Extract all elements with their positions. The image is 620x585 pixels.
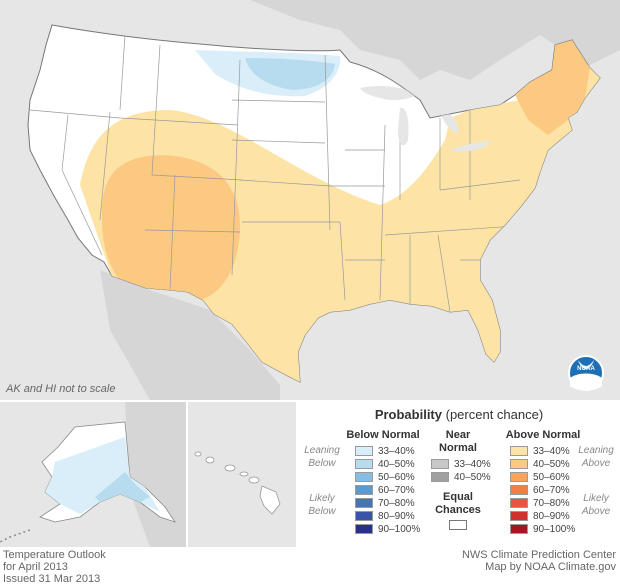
below-normal-swatch: [355, 511, 373, 521]
above-normal-label: 70–80%: [533, 497, 570, 509]
above-normal-swatch: [510, 459, 528, 469]
above-normal-label: 50–60%: [533, 471, 570, 483]
alaska-map-svg: [0, 402, 186, 547]
state-borders: [29, 34, 531, 313]
conus-map: NOAA: [0, 0, 620, 400]
below-normal-row: 60–70%: [355, 484, 415, 496]
near-normal-header-2: Normal: [439, 442, 477, 454]
footer-outlook-title: Temperature Outlook: [3, 549, 106, 561]
canada-land-ak: [125, 402, 186, 547]
noaa-logo: [568, 355, 604, 391]
aleutian-islands: [0, 529, 31, 543]
above-normal-swatch: [510, 485, 528, 495]
near-normal-swatch: [431, 472, 449, 482]
above-normal-label: 90–100%: [533, 523, 576, 535]
below-normal-label: 90–100%: [378, 523, 421, 535]
near-normal-header-1: Near: [445, 429, 471, 441]
likely-above-label: Likely Above: [581, 493, 611, 517]
above-normal-row: 60–70%: [510, 484, 570, 496]
above-normal-label: 60–70%: [533, 484, 570, 496]
below-normal-row: 70–80%: [355, 497, 415, 509]
likely-below-label: Likely Below: [308, 493, 336, 517]
above-normal-swatch: [510, 472, 528, 482]
hawaii-islands: [194, 451, 281, 515]
near-normal-row: 40–50%: [431, 471, 491, 483]
above-40-50-region-southwest: [101, 155, 240, 300]
mexico-land: [100, 270, 280, 400]
above-normal-label: 80–90%: [533, 510, 570, 522]
legend-title: Probability (percent chance): [298, 407, 620, 422]
conus-map-svg: NOAA: [27, 0, 620, 400]
footer-source: NWS Climate Prediction Center: [461, 549, 616, 561]
equal-chances-label-2: Chances: [435, 504, 481, 516]
footer-left: Temperature Outlook for April 2013 Issue…: [3, 549, 106, 585]
canada-land: [250, 0, 620, 80]
above-normal-row: 80–90%: [510, 510, 570, 522]
below-normal-row: 33–40%: [355, 445, 415, 457]
above-normal-row: 70–80%: [510, 497, 570, 509]
above-normal-row: 50–60%: [510, 471, 570, 483]
lake-erie: [450, 141, 492, 152]
above-normal-label: 33–40%: [533, 445, 570, 457]
lake-michigan: [398, 107, 409, 146]
noaa-logo-text: NOAA: [577, 366, 595, 372]
below-normal-row: 40–50%: [355, 458, 415, 470]
above-normal-header: Above Normal: [505, 429, 581, 441]
legend-title-bold: Probability: [374, 407, 442, 422]
footer-issued-date: Issued 31 Mar 2013: [3, 573, 101, 585]
equal-chances-swatch: [449, 520, 467, 530]
below-normal-label: 80–90%: [378, 510, 415, 522]
below-normal-swatch: [355, 485, 373, 495]
above-normal-swatch: [510, 446, 528, 456]
below-normal-swatch: [355, 524, 373, 534]
above-normal-swatch: [510, 511, 528, 521]
below-normal-label: 50–60%: [378, 471, 415, 483]
below-normal-label: 40–50%: [378, 458, 415, 470]
equal-chances-label-1: Equal: [443, 491, 473, 503]
near-normal-row: 33–40%: [431, 458, 491, 470]
lake-huron: [440, 112, 459, 134]
hawaii-panel: [188, 402, 296, 547]
above-normal-row: 33–40%: [510, 445, 570, 457]
above-normal-row: 40–50%: [510, 458, 570, 470]
near-normal-label: 33–40%: [454, 458, 491, 470]
below-normal-swatch: [355, 446, 373, 456]
leaning-below-label: Leaning Below: [304, 445, 340, 469]
near-normal-label: 40–50%: [454, 471, 491, 483]
footer-outlook-period: for April 2013: [3, 561, 68, 573]
above-normal-row: 90–100%: [510, 523, 575, 535]
below-normal-label: 33–40%: [378, 445, 415, 457]
leaning-above-label: Leaning Above: [578, 445, 614, 469]
below-normal-swatch: [355, 498, 373, 508]
lake-superior: [360, 86, 418, 101]
scale-note: AK and HI not to scale: [6, 383, 116, 395]
ak-below-40-50-region: [95, 472, 150, 502]
below-normal-swatch: [355, 472, 373, 482]
below-normal-header: Below Normal: [346, 429, 420, 441]
above-normal-swatch: [510, 498, 528, 508]
below-normal-row: 80–90%: [355, 510, 415, 522]
above-40-50-region-northeast: [515, 40, 590, 135]
footer-credit: Map by NOAA Climate.gov: [485, 561, 616, 573]
below-normal-row: 50–60%: [355, 471, 415, 483]
below-40-50-region: [245, 58, 335, 90]
legend-title-rest: (percent chance): [445, 407, 544, 422]
above-normal-swatch: [510, 524, 528, 534]
below-normal-swatch: [355, 459, 373, 469]
above-normal-label: 40–50%: [533, 458, 570, 470]
near-normal-swatch: [431, 459, 449, 469]
alaska-panel: [0, 402, 186, 547]
below-normal-label: 60–70%: [378, 484, 415, 496]
below-normal-row: 90–100%: [355, 523, 420, 535]
legend: Probability (percent chance) Below Norma…: [298, 402, 620, 547]
footer-right: NWS Climate Prediction Center Map by NOA…: [462, 549, 616, 573]
below-normal-label: 70–80%: [378, 497, 415, 509]
hawaii-map-svg: [194, 451, 281, 515]
